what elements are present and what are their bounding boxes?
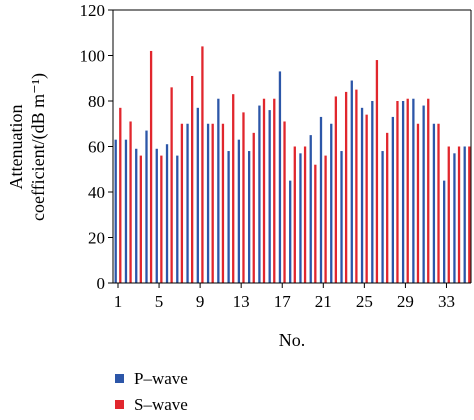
bar-s-wave <box>242 112 245 283</box>
bar-s-wave <box>386 132 389 283</box>
bar-p-wave <box>145 130 148 283</box>
bar-p-wave <box>258 105 261 283</box>
x-tick-label: 17 <box>274 292 292 311</box>
y-axis-label-line1: Attenuation <box>6 105 26 190</box>
bar-p-wave <box>289 180 292 283</box>
x-tick-label: 33 <box>438 292 455 311</box>
x-tick-label: 25 <box>356 292 373 311</box>
bar-s-wave <box>416 123 420 283</box>
bar-p-wave <box>412 98 415 283</box>
y-tick-label: 20 <box>88 229 105 248</box>
bar-s-wave <box>457 146 461 283</box>
x-tick-label: 9 <box>196 292 205 311</box>
bar-s-wave <box>232 94 235 283</box>
x-tick-label: 29 <box>397 292 414 311</box>
bar-s-wave <box>365 114 368 284</box>
bar-s-wave <box>468 146 471 283</box>
bar-s-wave <box>437 123 440 283</box>
y-tick-label: 0 <box>97 274 106 293</box>
x-tick-label: 5 <box>155 292 164 311</box>
bar-s-wave <box>396 101 399 283</box>
bar-s-wave <box>262 98 266 283</box>
x-tick-label: 21 <box>315 292 332 311</box>
bar-p-wave <box>463 146 466 283</box>
legend-label-s-wave: S–wave <box>134 395 188 414</box>
bar-s-wave <box>303 146 307 283</box>
bar-p-wave <box>268 110 271 283</box>
bar-p-wave <box>443 180 446 283</box>
bar-p-wave <box>401 101 405 283</box>
bar-p-wave <box>340 151 343 283</box>
bar-p-wave <box>360 107 364 283</box>
bar-s-wave <box>211 123 214 283</box>
y-tick-label: 120 <box>80 1 106 20</box>
bar-s-wave <box>355 89 358 283</box>
bar-p-wave <box>206 123 210 283</box>
bar-p-wave <box>227 151 230 283</box>
bar-p-wave <box>196 107 199 283</box>
bar-s-wave <box>283 121 286 283</box>
bar-p-wave <box>114 139 117 283</box>
legend-swatch-s-wave <box>115 400 124 409</box>
bar-p-wave <box>299 153 302 283</box>
bar-s-wave <box>201 46 204 284</box>
bar-s-wave <box>334 96 338 283</box>
x-tick-label: 1 <box>114 292 123 311</box>
bar-s-wave <box>293 146 296 283</box>
bar-s-wave <box>129 121 132 283</box>
bar-p-wave <box>278 71 282 283</box>
x-tick-label: 13 <box>233 292 250 311</box>
bar-p-wave <box>371 101 374 283</box>
bar-p-wave <box>186 123 189 283</box>
bar-s-wave <box>427 98 430 283</box>
bar-s-wave <box>180 123 184 283</box>
legend: P–wave S–wave <box>115 369 188 414</box>
y-tick-label: 100 <box>80 47 106 66</box>
x-axis-label: No. <box>279 330 306 350</box>
legend-label-p-wave: P–wave <box>134 369 188 388</box>
legend-swatch-p-wave <box>115 374 124 383</box>
bar-s-wave <box>344 91 348 284</box>
bar-s-wave <box>160 155 163 283</box>
bar-p-wave <box>165 144 169 283</box>
y-axis-label-line2: coefficient/(dB m⁻¹) <box>28 73 49 221</box>
bar-p-wave <box>217 98 220 283</box>
ticks-layer: 0 20 40 60 80 100 120 1 5 9 13 17 21 25 29 33 <box>80 1 455 311</box>
bar-p-wave <box>422 105 425 283</box>
bar-s-wave <box>139 155 142 283</box>
bar-p-wave <box>237 139 241 283</box>
bar-s-wave <box>170 87 173 283</box>
bar-p-wave <box>309 135 312 283</box>
bar-p-wave <box>453 153 456 283</box>
bar-s-wave <box>324 155 327 283</box>
bar-s-wave <box>191 75 194 283</box>
y-tick-label: 80 <box>88 92 105 111</box>
bar-s-wave <box>221 123 225 283</box>
bar-p-wave <box>155 148 158 283</box>
y-tick-label: 60 <box>88 138 105 157</box>
bar-s-wave <box>314 164 317 283</box>
bar-p-wave <box>124 139 128 283</box>
bar-p-wave <box>350 80 353 284</box>
bar-s-wave <box>447 146 450 283</box>
bar-s-wave <box>119 107 122 283</box>
bar-p-wave <box>135 148 138 283</box>
bar-s-wave <box>375 60 379 283</box>
bar-p-wave <box>319 116 323 283</box>
bar-s-wave <box>149 50 153 284</box>
bar-p-wave <box>176 155 179 283</box>
bar-p-wave <box>391 116 394 283</box>
bar-p-wave <box>247 151 251 283</box>
bar-p-wave <box>381 151 384 283</box>
bar-s-wave <box>406 98 409 283</box>
y-tick-label: 40 <box>88 183 105 202</box>
bar-p-wave <box>432 123 436 283</box>
bar-s-wave <box>252 132 255 283</box>
bar-p-wave <box>330 123 333 283</box>
bar-s-wave <box>273 98 276 283</box>
bars-layer <box>114 46 471 284</box>
